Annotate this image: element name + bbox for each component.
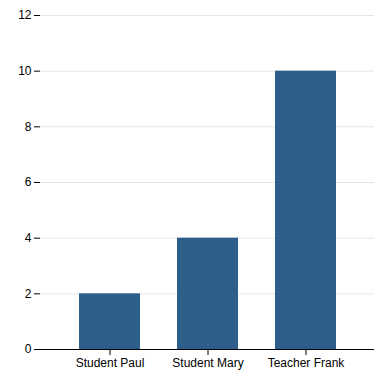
svg-text:Teacher Frank: Teacher Frank: [268, 356, 346, 370]
svg-text:4: 4: [25, 231, 32, 245]
svg-text:6: 6: [25, 175, 32, 189]
svg-text:8: 8: [25, 120, 32, 134]
svg-text:10: 10: [18, 64, 32, 78]
svg-text:2: 2: [25, 287, 32, 301]
svg-text:Student Mary: Student Mary: [172, 356, 243, 370]
svg-text:0: 0: [25, 342, 32, 356]
svg-text:12: 12: [18, 8, 32, 22]
svg-text:Student Paul: Student Paul: [76, 356, 145, 370]
